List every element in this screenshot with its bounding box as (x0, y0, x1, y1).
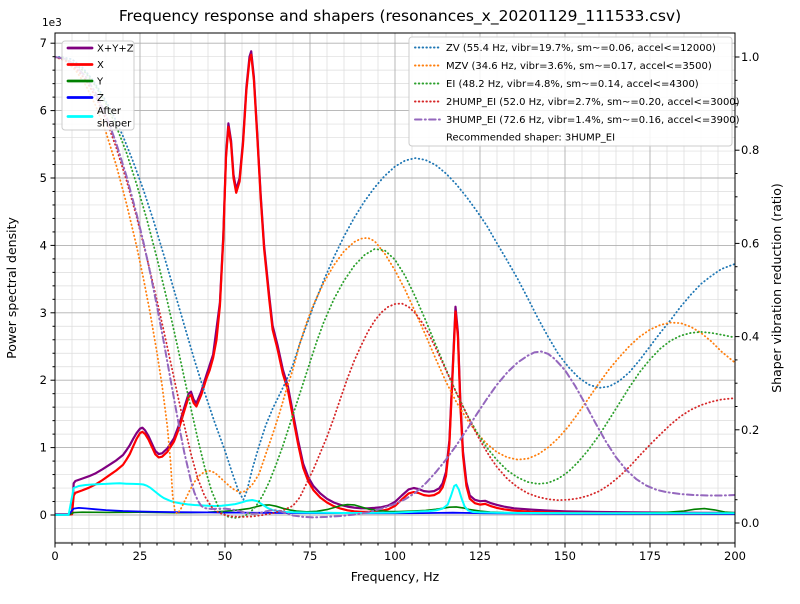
series-x (55, 53, 735, 516)
x-tick-label: 50 (218, 549, 233, 563)
y-left-tick-label: 6 (40, 104, 47, 118)
legend-label-2hump-ei: 2HUMP_EI (52.0 Hz, vibr=2.7%, sm~=0.20, … (446, 97, 740, 108)
legend-label-ei: EI (48.2 Hz, vibr=4.8%, sm~=0.14, accel<… (446, 79, 699, 90)
legend-item-2hump-ei: 2HUMP_EI (52.0 Hz, vibr=2.7%, sm~=0.20, … (414, 97, 740, 108)
y-right-tick-label: 0.6 (741, 236, 759, 250)
x-tick-label: 125 (469, 549, 491, 563)
y-left-tick-label: 5 (40, 171, 47, 185)
legend-item-y: Y (66, 77, 104, 88)
legend-item-after-shaper: After shaper (66, 106, 132, 130)
legend-label-z: Z (97, 93, 104, 104)
legend-item-x: X (66, 60, 104, 71)
left-axis-offset-text: 1e3 (42, 17, 62, 29)
series-2hump-ei-52-0-hz-vibr-2-7-sm-0-20-accel-3000 (55, 56, 735, 518)
legend-shapers-frame (408, 36, 733, 147)
left-y-axis-label: Power spectral density (4, 217, 19, 359)
series-mzv-34-6-hz-vibr-3-6-sm-0-17-accel-3500 (55, 56, 735, 515)
series-zv-55-4-hz-vibr-19-7-sm-0-06-accel-12000 (55, 56, 735, 501)
x-tick-label: 150 (554, 549, 576, 563)
y-left-tick-label: 2 (40, 373, 47, 387)
legend-label-xyz: X+Y+Z (97, 44, 134, 55)
x-tick-label: 100 (384, 549, 406, 563)
x-tick-label: 25 (133, 549, 148, 563)
y-left-tick-label: 0 (40, 508, 47, 522)
legend-label-shaper: shaper (97, 119, 132, 130)
series-after-shaper (55, 482, 735, 516)
y-left-tick-label: 7 (40, 36, 47, 50)
x-axis-label: Frequency, Hz (351, 569, 440, 584)
x-tick-label: 200 (724, 549, 746, 563)
legend-psd: X+Y+Z X Y Z After shaper (61, 40, 135, 131)
legend-label-after: After (97, 106, 122, 117)
axis-tick-labels: 0 25 50 75 100 125 150 175 200 0 1 2 3 4 5 6 7 0.0 0.2 0.4 0… (40, 36, 760, 563)
right-y-axis-label: Shaper vibration reduction (ratio) (769, 183, 784, 393)
series-3hump-ei-72-6-hz-vibr-1-4-sm-0-16-accel-3900 (55, 56, 735, 519)
y-right-tick-label: 1.0 (741, 50, 759, 64)
legend-item-zv: ZV (55.4 Hz, vibr=19.7%, sm~=0.06, accel… (414, 43, 716, 54)
y-left-tick-label: 1 (40, 441, 47, 455)
x-tick-label: 0 (51, 549, 58, 563)
grid-minor (55, 33, 735, 543)
legend-item-xyz: X+Y+Z (66, 44, 134, 55)
legend-recommendation-note: Recommended shaper: 3HUMP_EI (446, 133, 615, 144)
y-right-tick-label: 0.2 (741, 423, 759, 437)
y-right-tick-label: 0.8 (741, 143, 759, 157)
legend-label-x: X (97, 60, 104, 71)
y-left-tick-label: 3 (40, 306, 47, 320)
legend-label-zv: ZV (55.4 Hz, vibr=19.7%, sm~=0.06, accel… (446, 43, 716, 54)
axis-ticks (50, 42, 740, 548)
x-tick-label: 175 (639, 549, 661, 563)
y-right-tick-label: 0.0 (741, 516, 759, 530)
legend-item-z: Z (66, 93, 104, 104)
legend-label-y: Y (96, 77, 104, 88)
legend-item-ei: EI (48.2 Hz, vibr=4.8%, sm~=0.14, accel<… (414, 79, 699, 90)
legend-shapers: ZV (55.4 Hz, vibr=19.7%, sm~=0.06, accel… (408, 36, 740, 147)
legend-item-3hump-ei: 3HUMP_EI (72.6 Hz, vibr=1.4%, sm~=0.16, … (414, 115, 740, 126)
legend-label-3hump-ei: 3HUMP_EI (72.6 Hz, vibr=1.4%, sm~=0.16, … (446, 115, 740, 126)
series-ei-48-2-hz-vibr-4-8-sm-0-14-accel-4300 (55, 56, 735, 519)
legend-label-mzv: MZV (34.6 Hz, vibr=3.6%, sm~=0.17, accel… (446, 61, 712, 72)
y-left-tick-label: 4 (40, 238, 47, 252)
y-right-tick-label: 0.4 (741, 330, 759, 344)
chart-title: Frequency response and shapers (resonanc… (119, 7, 681, 26)
legend-item-mzv: MZV (34.6 Hz, vibr=3.6%, sm~=0.17, accel… (414, 61, 712, 72)
x-tick-label: 75 (303, 549, 318, 563)
series-group (55, 50, 735, 519)
